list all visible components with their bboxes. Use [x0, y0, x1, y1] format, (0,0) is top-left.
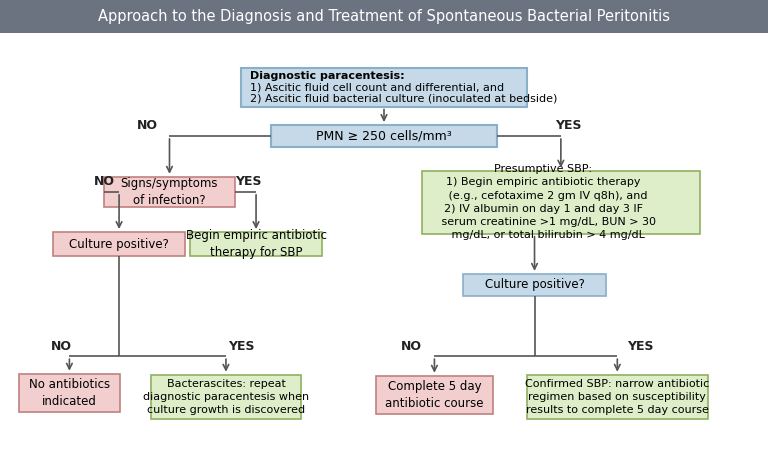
FancyBboxPatch shape: [53, 232, 185, 256]
Text: Confirmed SBP: narrow antibiotic
regimen based on susceptibility
results to comp: Confirmed SBP: narrow antibiotic regimen…: [525, 379, 710, 415]
Text: Approach to the Diagnosis and Treatment of Spontaneous Bacterial Peritonitis: Approach to the Diagnosis and Treatment …: [98, 9, 670, 24]
FancyBboxPatch shape: [463, 274, 606, 296]
Text: Bacterascites: repeat
diagnostic paracentesis when
culture growth is discovered: Bacterascites: repeat diagnostic paracen…: [143, 379, 309, 415]
Text: NO: NO: [402, 340, 422, 352]
Text: PMN ≥ 250 cells/mm³: PMN ≥ 250 cells/mm³: [316, 130, 452, 143]
FancyBboxPatch shape: [151, 375, 301, 419]
Text: Presumptive SBP:
1) Begin empiric antibiotic therapy
   (e.g., cefotaxime 2 gm I: Presumptive SBP: 1) Begin empiric antibi…: [431, 164, 656, 240]
FancyBboxPatch shape: [190, 232, 322, 256]
FancyBboxPatch shape: [527, 375, 707, 419]
Text: No antibiotics
indicated: No antibiotics indicated: [29, 378, 110, 408]
Text: Culture positive?: Culture positive?: [485, 279, 584, 291]
Text: Culture positive?: Culture positive?: [69, 238, 169, 251]
FancyBboxPatch shape: [241, 68, 527, 106]
Text: 1) Ascitic fluid cell count and differential, and: 1) Ascitic fluid cell count and differen…: [250, 82, 504, 92]
Text: YES: YES: [555, 120, 581, 132]
FancyBboxPatch shape: [376, 376, 493, 414]
Text: YES: YES: [235, 175, 262, 188]
FancyBboxPatch shape: [422, 171, 700, 234]
Text: Begin empiric antibiotic
therapy for SBP: Begin empiric antibiotic therapy for SBP: [186, 229, 326, 259]
Text: YES: YES: [228, 340, 254, 352]
Text: YES: YES: [627, 340, 653, 352]
Text: NO: NO: [51, 340, 72, 352]
Text: Diagnostic paracentesis:: Diagnostic paracentesis:: [250, 71, 405, 81]
Text: 2) Ascitic fluid bacterial culture (inoculated at bedside): 2) Ascitic fluid bacterial culture (inoc…: [250, 93, 558, 103]
Text: Signs/symptoms
of infection?: Signs/symptoms of infection?: [121, 177, 218, 207]
Text: Complete 5 day
antibiotic course: Complete 5 day antibiotic course: [386, 380, 484, 410]
Text: NO: NO: [137, 120, 157, 132]
Text: NO: NO: [94, 175, 114, 188]
FancyBboxPatch shape: [18, 374, 121, 412]
FancyBboxPatch shape: [271, 125, 497, 147]
FancyBboxPatch shape: [104, 177, 235, 207]
